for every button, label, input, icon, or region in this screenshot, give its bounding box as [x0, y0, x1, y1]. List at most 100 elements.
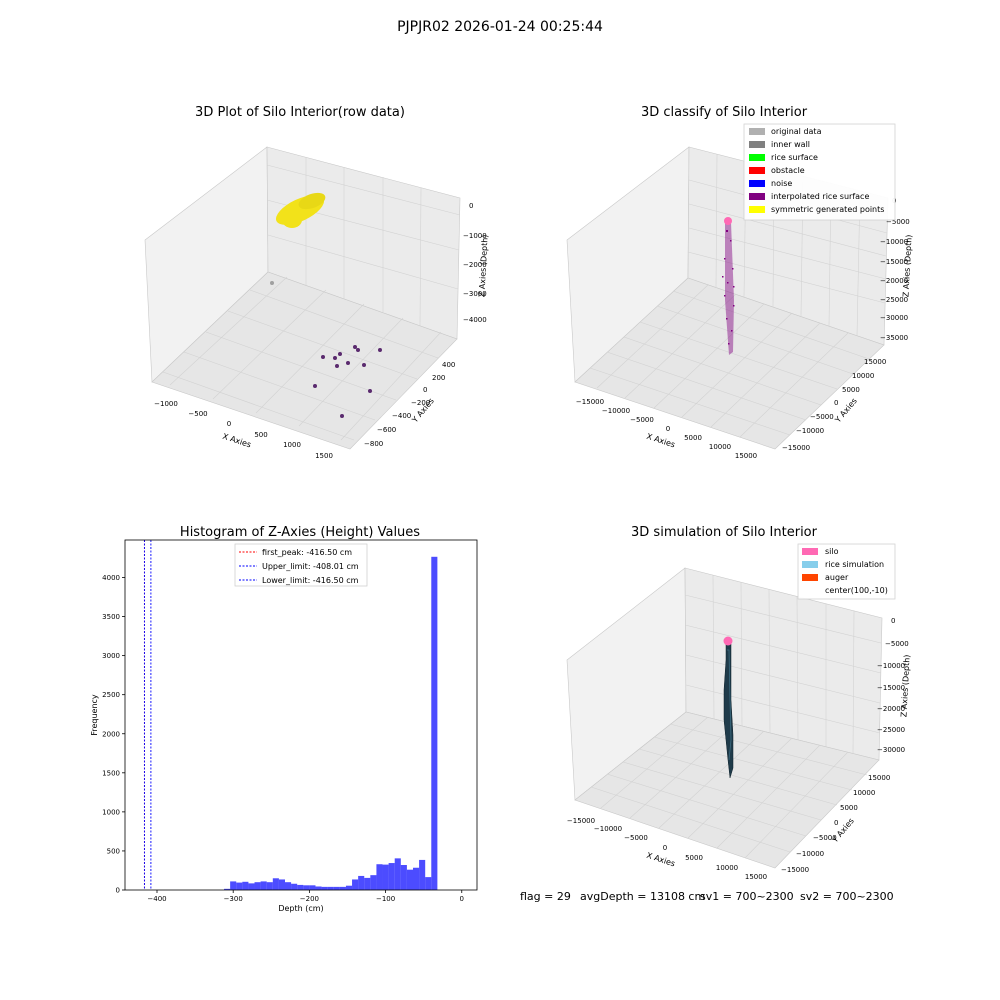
svg-text:−25000: −25000	[877, 726, 905, 734]
y-tick-label: 2500	[102, 691, 120, 699]
panel2-xlabel: X Axies	[645, 432, 676, 450]
histogram-bar	[224, 888, 231, 890]
svg-text:−4000: −4000	[463, 316, 487, 324]
x-tick-label: −400	[147, 895, 166, 903]
panel4-z-ticks: 0 −5000 −10000 −15000 −20000 −25000 −300…	[877, 617, 909, 754]
panel4-legend: silo rice simulation auger center(100,-1…	[797, 543, 896, 600]
svg-text:Upper_limit: -408.01 cm: Upper_limit: -408.01 cm	[262, 562, 359, 571]
svg-text:10000: 10000	[853, 789, 875, 797]
histogram-bar	[278, 879, 285, 890]
svg-text:center(100,-10): center(100,-10)	[825, 586, 888, 595]
svg-text:5000: 5000	[842, 386, 860, 394]
histogram-bar	[297, 884, 304, 890]
svg-text:10000: 10000	[852, 372, 874, 380]
panel1-3d-plot: 3D Plot of Silo Interior(row data)	[144, 105, 490, 460]
histogram-bar	[382, 864, 389, 890]
panel1-surface	[275, 192, 326, 228]
svg-text:−400: −400	[392, 412, 411, 420]
histogram-bar	[364, 877, 371, 890]
svg-text:original data: original data	[771, 127, 822, 136]
panel3-legend: first_peak: -416.50 cm Upper_limit: -408…	[234, 543, 368, 587]
histogram-bar	[254, 882, 261, 890]
svg-text:−15000: −15000	[880, 258, 908, 266]
svg-text:−5000: −5000	[810, 413, 834, 421]
panel1-scatter-points	[313, 345, 382, 418]
svg-text:−5000: −5000	[630, 416, 654, 424]
histogram-bar	[345, 885, 353, 890]
svg-text:0: 0	[469, 202, 473, 210]
svg-text:10000: 10000	[709, 443, 731, 451]
svg-text:0: 0	[666, 425, 670, 433]
svg-text:Lower_limit: -416.50 cm: Lower_limit: -416.50 cm	[262, 576, 359, 585]
svg-text:symmetric generated points: symmetric generated points	[771, 205, 884, 214]
panel1-z-ticks: 0 −1000 −2000 −3000 −4000	[463, 202, 487, 324]
panel3-plot-area	[125, 540, 477, 890]
histogram-bar	[272, 878, 279, 890]
suptitle: PJPJR02 2026-01-24 00:25:44	[397, 19, 603, 35]
histogram-bar	[370, 875, 377, 890]
svg-text:−10000: −10000	[880, 238, 908, 246]
panel4-surface	[723, 636, 734, 779]
svg-text:−1000: −1000	[463, 232, 487, 240]
histogram-bar	[315, 886, 322, 890]
panel1-title: 3D Plot of Silo Interior(row data)	[195, 105, 405, 120]
svg-text:10000: 10000	[716, 864, 738, 872]
panel2-interpolated-points	[722, 217, 735, 355]
histogram-bar	[291, 883, 298, 890]
histogram-bar	[339, 886, 346, 890]
panel3-title: Histogram of Z-Axies (Height) Values	[180, 525, 420, 540]
svg-text:−1000: −1000	[154, 400, 178, 408]
svg-text:rice simulation: rice simulation	[825, 560, 884, 569]
histogram-bar	[327, 886, 334, 890]
histogram-bar	[419, 859, 426, 890]
svg-text:noise: noise	[771, 179, 792, 188]
panel2-3d-classify: 3D classify of Silo Interior	[566, 105, 914, 460]
svg-text:−15000: −15000	[567, 817, 595, 825]
panel4-3d-simulation: 3D simulation of Silo Interior −15000 −1…	[566, 525, 912, 881]
svg-text:−10000: −10000	[877, 662, 905, 670]
svg-text:−10000: −10000	[594, 825, 622, 833]
svg-text:rice surface: rice surface	[771, 153, 818, 162]
panel1-xlabel: X Axies	[221, 432, 252, 450]
panel4-xlabel: X Axies	[645, 851, 676, 869]
svg-text:−5000: −5000	[885, 640, 909, 648]
svg-text:−15000: −15000	[576, 398, 604, 406]
panel2-zlabel: Z Axies (Depth)	[901, 234, 913, 297]
svg-text:1000: 1000	[283, 441, 301, 449]
panel1-gray-point	[270, 281, 274, 285]
panel3-frame	[124, 539, 478, 891]
svg-text:0: 0	[227, 420, 231, 428]
panel2-title: 3D classify of Silo Interior	[641, 105, 808, 120]
panel1-grid	[162, 157, 461, 441]
svg-text:1500: 1500	[315, 452, 333, 460]
histogram-bar	[388, 863, 395, 890]
panel4-x-ticks: −15000 −10000 −5000 0 5000 10000 15000	[567, 817, 767, 881]
histogram-bar	[333, 886, 340, 890]
histogram-bar	[376, 864, 383, 890]
y-tick-label: 4000	[102, 574, 120, 582]
panel3-histogram: Histogram of Z-Axies (Height) Values −40…	[90, 525, 478, 913]
histogram-bar	[400, 865, 407, 890]
sv2-text: sv2 = 700~2300	[800, 890, 894, 903]
panel3-bars	[224, 556, 438, 890]
svg-text:0: 0	[423, 386, 427, 394]
histogram-bar	[425, 877, 432, 890]
histogram-bar	[285, 882, 292, 890]
svg-text:15000: 15000	[868, 774, 890, 782]
panel4-floor-pane	[574, 711, 880, 869]
y-tick-label: 1000	[102, 808, 120, 816]
svg-text:15000: 15000	[745, 873, 767, 881]
panel4-grid	[590, 574, 882, 859]
svg-text:−10000: −10000	[602, 407, 630, 415]
svg-text:0: 0	[834, 819, 838, 827]
histogram-bar	[236, 882, 243, 890]
svg-text:−20000: −20000	[880, 277, 908, 285]
panel4-y-ticks: 15000 10000 5000 0 −5000 −10000 −15000	[781, 774, 890, 874]
panel3-x-ticks: −400 −300 −200 −100 0	[147, 890, 464, 903]
histogram-bar	[394, 858, 401, 890]
svg-text:0: 0	[891, 617, 895, 625]
svg-text:interpolated rice surface: interpolated rice surface	[771, 192, 869, 201]
panel4-zlabel: Z Axies (Depth)	[899, 654, 911, 717]
svg-text:−200: −200	[411, 399, 430, 407]
